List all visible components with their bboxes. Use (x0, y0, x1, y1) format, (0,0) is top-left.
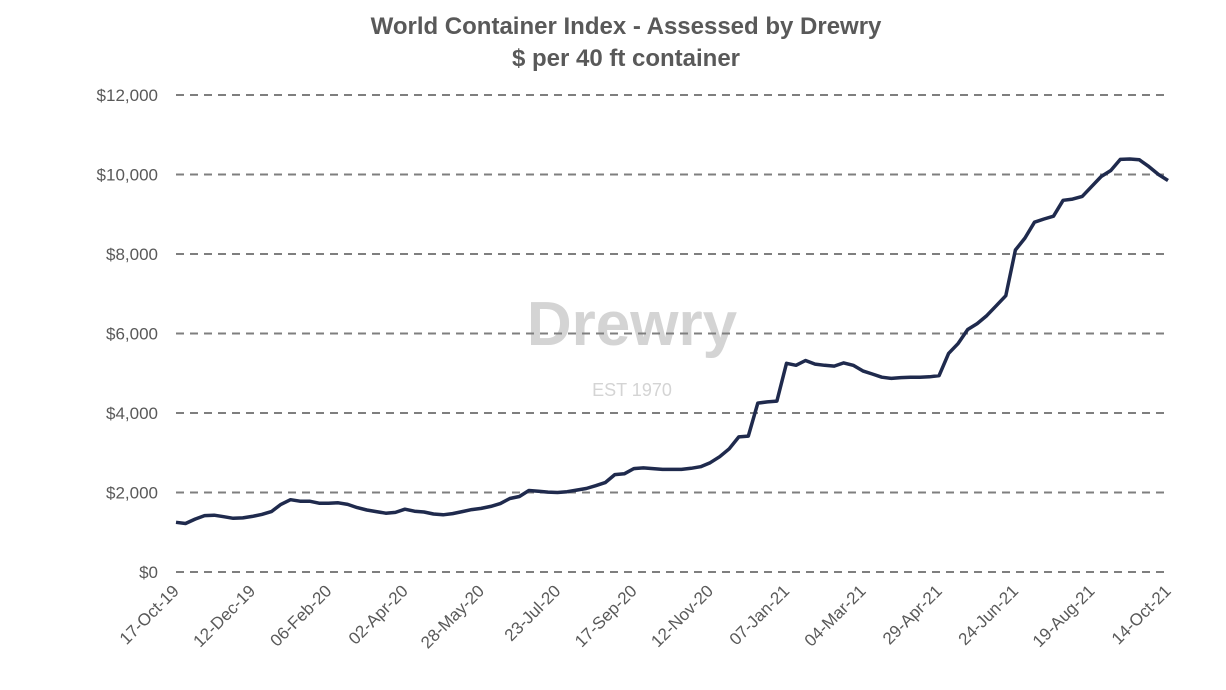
x-tick-label: 12-Nov-20 (647, 581, 717, 651)
x-tick-label: 29-Apr-21 (879, 581, 946, 648)
x-tick-label: 23-Jul-20 (501, 581, 565, 645)
x-tick-label: 17-Sep-20 (571, 581, 641, 651)
y-tick-label: $4,000 (106, 404, 158, 423)
watermark: Drewry (527, 290, 738, 359)
chart-subtitle: $ per 40 ft container (512, 45, 740, 72)
x-tick-label: 14-Oct-21 (1108, 581, 1175, 648)
y-tick-label: $8,000 (106, 245, 158, 264)
y-tick-label: $10,000 (97, 166, 158, 185)
line-series (175, 157, 1169, 526)
y-tick-label: $6,000 (106, 325, 158, 344)
y-tick-label: $0 (139, 563, 158, 582)
x-tick-label: 07-Jan-21 (726, 581, 794, 649)
watermark-est: EST 1970 (592, 380, 672, 400)
x-tick-label: 19-Aug-21 (1029, 581, 1099, 651)
x-tick-label: 12-Dec-19 (190, 581, 260, 651)
x-tick-label: 04-Mar-21 (801, 581, 870, 650)
x-tick-label: 02-Apr-20 (345, 581, 412, 648)
x-tick-label: 17-Oct-19 (116, 581, 183, 648)
y-tick-label: $12,000 (97, 86, 158, 105)
x-tick-label: 06-Feb-20 (267, 581, 336, 650)
x-tick-label: 28-May-20 (417, 581, 488, 652)
chart-title: World Container Index - Assessed by Drew… (371, 13, 882, 40)
x-tick-label: 24-Jun-21 (955, 581, 1023, 649)
y-tick-label: $2,000 (106, 484, 158, 503)
